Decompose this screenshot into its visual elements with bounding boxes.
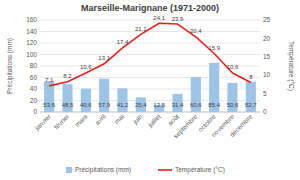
bar-label: 48,5 [62, 102, 74, 108]
line-label: 15,9 [208, 45, 220, 51]
x-tick-label: juillet [146, 113, 163, 130]
bar-label: 60,6 [190, 102, 202, 108]
y-tick-label: 120 [26, 39, 37, 46]
bar-label: 25,4 [135, 102, 147, 108]
bar-label: 85,4 [208, 102, 220, 108]
x-tick-label: septembre [172, 112, 200, 140]
y2-tick-label: 10 [263, 71, 271, 78]
y2-tick-label: 15 [263, 53, 271, 60]
bar-label: 52,7 [245, 102, 257, 108]
y2-tick-label: 5 [263, 90, 267, 97]
line-label: 10,6 [227, 64, 239, 70]
y-axis-title: Précipitations (mm) [6, 38, 14, 94]
y2-axis-title: Température (°C) [287, 41, 295, 91]
y-tick-label: 80 [30, 62, 38, 69]
legend: Précipitations (mm) Température (°C) [66, 166, 225, 174]
line-label: 13,1 [98, 55, 110, 61]
bar-label: 31,4 [172, 102, 184, 108]
line-label: 21,1 [135, 26, 147, 32]
line-label: 20,4 [190, 28, 202, 34]
grid-line [40, 100, 260, 101]
x-tick-label: août [166, 113, 180, 127]
bar-label: 50,6 [227, 102, 239, 108]
y2-tick-label: 20 [263, 35, 271, 42]
y-tick-label: 20 [30, 97, 38, 104]
line-label: 8 [249, 74, 253, 80]
line-label: 23,9 [172, 16, 184, 22]
bar-label: 57,9 [98, 102, 110, 108]
x-tick-label: mars [73, 112, 89, 128]
line-label: 8,2 [63, 73, 72, 79]
x-axis [40, 112, 260, 113]
legend-swatch [158, 169, 172, 171]
y-tick-label: 60 [30, 74, 38, 81]
bar-label: 12,5 [153, 102, 165, 108]
line-label: 7,1 [45, 77, 54, 83]
x-tick-label: décembre [228, 112, 254, 138]
legend-label: Température (°C) [175, 166, 225, 174]
x-tick-label: février [52, 112, 70, 130]
x-tick-label: avril [93, 112, 107, 126]
y-tick-label: 100 [26, 51, 37, 58]
y-tick-label: 0 [33, 108, 37, 115]
y2-tick-label: 25 [263, 16, 271, 23]
y-tick-label: 40 [30, 85, 38, 92]
y-tick-label: 140 [26, 28, 37, 35]
legend-label: Précipitations (mm) [75, 166, 131, 174]
bar-label: 41,2 [117, 102, 129, 108]
x-tick-label: janvier [33, 112, 53, 132]
grid-line [40, 20, 260, 21]
bar-label: 40,6 [80, 102, 92, 108]
grid-line [40, 89, 260, 90]
legend-swatch [66, 167, 72, 173]
plot-area [44, 23, 256, 112]
line [49, 23, 251, 86]
bar-label: 53,6 [43, 102, 55, 108]
data-labels: 53,6 48,5 40,6 57,9 41,2 25,4 12,5 31,4 60,6 85,4… [43, 15, 257, 108]
grid-line [40, 112, 260, 113]
y-tick-label: 160 [26, 16, 37, 23]
line-label: 10,6 [80, 64, 92, 70]
chart: Marseille-Marignane (1971-2000)020406080… [0, 0, 300, 180]
bar [81, 89, 91, 112]
bar [117, 88, 127, 112]
x-tick-label: mai [113, 113, 125, 125]
grid-line [40, 54, 260, 55]
line-label: 17,4 [117, 39, 129, 45]
grid-line [40, 77, 260, 78]
grid-line [40, 31, 260, 32]
y2-tick-label: 0 [263, 108, 267, 115]
line-label: 24,1 [153, 15, 165, 21]
title: Marseille-Marignane (1971-2000) [81, 3, 219, 13]
x-tick-label: juin [131, 112, 145, 126]
grid-line [40, 43, 260, 44]
